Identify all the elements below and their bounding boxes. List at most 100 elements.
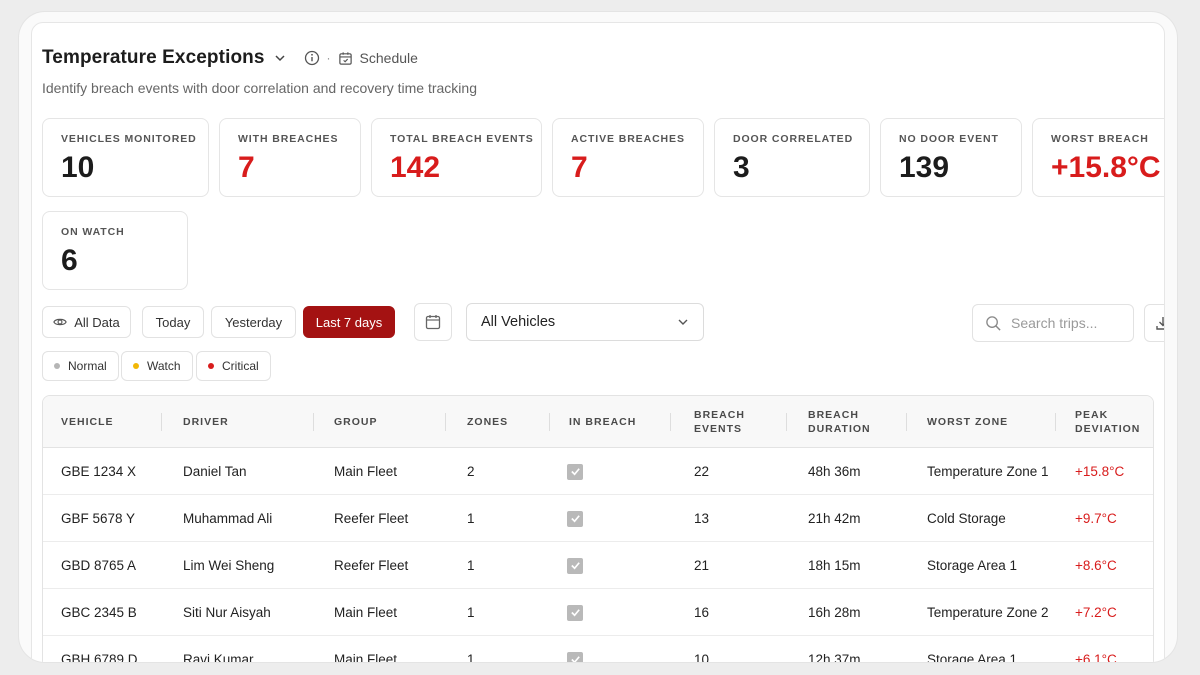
cell-driver: Daniel Tan	[183, 464, 247, 479]
title-row: Temperature Exceptions · Schedule	[42, 45, 418, 71]
table-row[interactable]: GBD 8765 A Lim Wei Sheng Reefer Fleet 1 …	[43, 542, 1153, 589]
cell-breach-events: 16	[694, 605, 710, 620]
search-input[interactable]	[1011, 315, 1121, 331]
table-row[interactable]: GBH 6789 D Ravi Kumar Main Fleet 1 10 12…	[43, 636, 1153, 662]
download-button[interactable]	[1144, 304, 1164, 342]
filter-yesterday[interactable]: Yesterday	[211, 306, 296, 338]
stat-label: ACTIVE BREACHES	[571, 133, 685, 145]
column-divider	[670, 413, 671, 431]
check-icon	[570, 515, 580, 523]
in-breach-checkbox[interactable]	[567, 448, 583, 495]
in-breach-checkbox[interactable]	[567, 636, 583, 662]
search-icon	[986, 315, 1001, 331]
stat-label: WITH BREACHES	[238, 133, 339, 145]
column-divider	[1055, 413, 1056, 431]
column-divider	[786, 413, 787, 431]
check-icon	[570, 609, 580, 617]
column-header-zones[interactable]: ZONES	[467, 416, 509, 428]
filter-all-data[interactable]: All Data	[42, 306, 131, 338]
vehicle-select[interactable]: All Vehicles	[466, 303, 704, 341]
eye-icon	[53, 318, 67, 326]
app-frame: Temperature Exceptions · Schedule Identi…	[19, 12, 1177, 662]
column-header-peak-deviation[interactable]: PEAK DEVIATION	[1075, 409, 1141, 435]
stat-on-watch: ON WATCH 6	[42, 211, 188, 290]
cell-zones: 2	[467, 464, 475, 479]
cell-worst-zone: Temperature Zone 2	[927, 605, 1049, 620]
filter-today[interactable]: Today	[142, 306, 204, 338]
schedule-label: Schedule	[359, 50, 418, 66]
stat-label: NO DOOR EVENT	[899, 133, 999, 145]
stat-value: 6	[61, 244, 78, 277]
cell-group: Main Fleet	[334, 464, 398, 479]
filter-all-data-label: All Data	[74, 314, 120, 330]
in-breach-checkbox[interactable]	[567, 589, 583, 636]
column-header-group[interactable]: GROUP	[334, 416, 378, 428]
separator-dot: ·	[326, 51, 331, 65]
column-header-worst-zone[interactable]: WORST ZONE	[927, 416, 1009, 428]
report-card: Temperature Exceptions · Schedule Identi…	[31, 22, 1165, 662]
cell-peak-deviation: +15.8°C	[1075, 464, 1125, 479]
column-divider	[1153, 413, 1154, 431]
stat-value: 142	[390, 151, 441, 184]
legend-watch: Watch	[121, 351, 193, 381]
check-icon	[570, 562, 580, 570]
cell-driver: Ravi Kumar	[183, 652, 254, 662]
column-divider	[313, 413, 314, 431]
info-icon[interactable]	[304, 50, 320, 66]
stat-total-breach-events: TOTAL BREACH EVENTS 142	[371, 118, 542, 197]
column-header-driver[interactable]: DRIVER	[183, 416, 229, 428]
cell-vehicle: GBF 5678 Y	[61, 511, 136, 526]
cell-breach-duration: 21h 42m	[808, 511, 861, 526]
cell-driver: Muhammad Ali	[183, 511, 273, 526]
stat-label: WORST BREACH	[1051, 133, 1149, 145]
column-divider	[161, 413, 162, 431]
cell-breach-events: 13	[694, 511, 710, 526]
cell-peak-deviation: +8.6°C	[1075, 558, 1117, 573]
legend-normal: Normal	[42, 351, 119, 381]
table-row[interactable]: GBE 1234 X Daniel Tan Main Fleet 2 22 48…	[43, 448, 1153, 495]
cell-breach-events: 21	[694, 558, 710, 573]
cell-vehicle: GBH 6789 D	[61, 652, 138, 662]
cell-group: Reefer Fleet	[334, 511, 409, 526]
stat-with-breaches: WITH BREACHES 7	[219, 118, 361, 197]
filter-last-7-days[interactable]: Last 7 days	[303, 306, 395, 338]
cell-worst-zone: Temperature Zone 1	[927, 464, 1049, 479]
filter-last-7-days-label: Last 7 days	[315, 314, 383, 330]
stat-label: TOTAL BREACH EVENTS	[390, 133, 534, 145]
cell-worst-zone: Storage Area 1	[927, 652, 1018, 662]
chevron-down-icon[interactable]	[274, 52, 286, 64]
search-box[interactable]	[972, 304, 1134, 342]
column-header-breach-duration[interactable]: BREACH DURATION	[808, 409, 871, 435]
vehicle-select-value: All Vehicles	[481, 314, 556, 330]
column-divider	[906, 413, 907, 431]
cell-vehicle: GBE 1234 X	[61, 464, 137, 479]
in-breach-checkbox[interactable]	[567, 495, 583, 542]
cell-driver: Lim Wei Sheng	[183, 558, 275, 573]
cell-peak-deviation: +6.1°C	[1075, 652, 1117, 662]
cell-breach-duration: 12h 37m	[808, 652, 861, 662]
date-picker-button[interactable]	[414, 303, 452, 341]
stat-vehicles-monitored: VEHICLES MONITORED 10	[42, 118, 209, 197]
column-header-vehicle[interactable]: VEHICLE	[61, 416, 114, 428]
calendar-clock-icon	[338, 51, 352, 65]
schedule-button[interactable]: Schedule	[338, 50, 418, 66]
legend-critical-label: Critical	[222, 359, 259, 373]
column-header-breach-events[interactable]: BREACH EVENTS	[694, 409, 745, 435]
stat-value: 7	[238, 151, 255, 184]
download-icon	[1156, 317, 1164, 330]
in-breach-checkbox[interactable]	[567, 542, 583, 589]
cell-breach-duration: 48h 36m	[808, 464, 861, 479]
normal-dot-icon	[54, 363, 60, 369]
column-header-in-breach[interactable]: IN BREACH	[569, 416, 637, 428]
exceptions-table: VEHICLE DRIVER GROUP ZONES IN BREACH BRE…	[42, 395, 1154, 662]
cell-breach-events: 22	[694, 464, 710, 479]
column-divider	[445, 413, 446, 431]
check-icon	[570, 656, 580, 662]
table-row[interactable]: GBF 5678 Y Muhammad Ali Reefer Fleet 1 1…	[43, 495, 1153, 542]
cell-zones: 1	[467, 558, 475, 573]
stat-value: 3	[733, 151, 750, 184]
cell-zones: 1	[467, 652, 475, 662]
table-row[interactable]: GBC 2345 B Siti Nur Aisyah Main Fleet 1 …	[43, 589, 1153, 636]
legend-critical: Critical	[196, 351, 271, 381]
page-title: Temperature Exceptions	[42, 47, 265, 68]
